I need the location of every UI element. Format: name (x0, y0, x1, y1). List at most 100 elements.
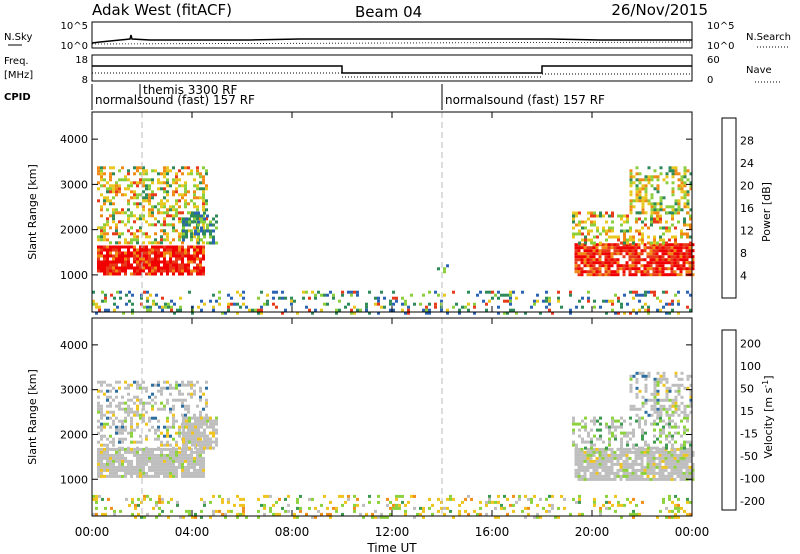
power-cell (632, 238, 635, 242)
power-cell (320, 308, 323, 312)
velocity-cell (398, 503, 401, 507)
velocity-cell (166, 462, 169, 466)
power-cell (683, 202, 687, 206)
velocity-cell (109, 434, 112, 438)
velocity-cell (184, 404, 187, 408)
power-cell (169, 251, 172, 255)
velocity-cell (196, 474, 199, 478)
velocity-cell (151, 459, 154, 463)
velocity-cell (608, 437, 611, 441)
power-cell (95, 311, 98, 315)
velocity-cell (100, 413, 103, 417)
power-cell (677, 299, 680, 303)
power-cell (166, 214, 169, 218)
power-cell (649, 258, 653, 262)
velocity-cell (196, 380, 199, 384)
power-cell (160, 229, 163, 233)
velocity-cell (646, 471, 650, 475)
power-cell (641, 196, 645, 200)
power-cell (683, 196, 687, 200)
velocity-cell (497, 494, 500, 498)
power-cell (181, 184, 184, 188)
velocity-cell (163, 407, 166, 411)
velocity-cell (395, 497, 398, 501)
power-cell (199, 269, 202, 273)
velocity-cell (190, 462, 193, 466)
velocity-cell (106, 450, 109, 454)
velocity-cell (583, 468, 587, 472)
velocity-cell (112, 474, 115, 478)
power-cell (679, 267, 683, 271)
power-colorbar-label: Power [dB] (760, 182, 773, 242)
power-cell (200, 214, 203, 218)
power-cell (127, 214, 130, 218)
velocity-cell (181, 459, 184, 463)
velocity-cell (158, 506, 161, 510)
velocity-cell (121, 456, 124, 460)
velocity-cell (671, 404, 675, 408)
velocity-cell (652, 474, 656, 478)
velocity-cell (194, 431, 197, 435)
power-cell (148, 211, 151, 215)
velocity-cell (524, 506, 527, 510)
velocity-cell (662, 446, 665, 450)
velocity-cell (677, 506, 680, 510)
power-cell (629, 175, 633, 179)
power-cell (583, 255, 587, 259)
power-cell (613, 273, 617, 277)
velocity-cell (682, 471, 686, 475)
velocity-cell (115, 465, 118, 469)
power-cell (485, 308, 488, 312)
power-cell (479, 290, 482, 294)
power-cell (623, 232, 626, 236)
power-cell (178, 254, 181, 258)
power-cell (577, 249, 581, 253)
power-cell (97, 266, 100, 270)
velocity-cell (347, 494, 350, 498)
velocity-cell (485, 500, 488, 504)
power-cell (178, 199, 181, 203)
velocity-cell (233, 503, 236, 507)
velocity-cell (682, 465, 686, 469)
power-cell (545, 290, 548, 294)
velocity-cell (166, 440, 169, 444)
power-cell (338, 299, 341, 303)
velocity-cell (142, 380, 145, 384)
velocity-cell (172, 450, 175, 454)
power-cell (121, 254, 124, 258)
power-cell (572, 220, 575, 224)
velocity-cell (136, 462, 139, 466)
velocity-cell (100, 416, 103, 420)
velocity-cell (676, 471, 680, 475)
velocity-cell (392, 506, 395, 510)
power-cell (574, 261, 578, 265)
velocity-cell (628, 462, 632, 466)
power-cell (638, 308, 641, 312)
velocity-cell (497, 500, 500, 504)
power-cell (182, 226, 185, 230)
power-cell (112, 232, 115, 236)
power-cell (175, 187, 178, 191)
power-cell (644, 178, 648, 182)
velocity-cell (109, 404, 112, 408)
velocity-cell (646, 450, 650, 454)
power-cell (124, 272, 127, 276)
power-cell (176, 308, 179, 312)
velocity-cell (151, 447, 154, 451)
velocity-cell (115, 416, 118, 420)
velocity-cell (608, 440, 611, 444)
power-cell (586, 270, 590, 274)
velocity-cell (197, 440, 200, 444)
power-cell (157, 187, 160, 191)
velocity-cell (194, 440, 197, 444)
velocity-cell (227, 509, 230, 513)
power-cell (205, 184, 208, 188)
power-cell (124, 223, 127, 227)
power-cell (163, 196, 166, 200)
velocity-cell (182, 515, 185, 519)
velocity-cell (641, 500, 644, 504)
velocity-cell (640, 477, 644, 481)
power-cell (172, 248, 175, 252)
velocity-cell (586, 453, 590, 457)
power-cell (145, 199, 148, 203)
